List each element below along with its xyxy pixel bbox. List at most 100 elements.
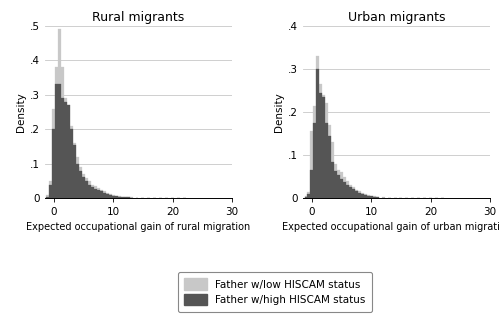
Bar <box>373 197 376 198</box>
Bar <box>118 197 120 198</box>
Bar <box>358 193 361 198</box>
Bar <box>46 195 50 198</box>
Bar <box>91 187 94 198</box>
Bar <box>100 190 103 198</box>
Bar <box>50 185 52 198</box>
Bar <box>334 171 337 198</box>
Bar <box>316 69 320 198</box>
Bar <box>316 56 320 198</box>
Bar <box>331 162 334 198</box>
Bar <box>68 105 70 198</box>
Title: Rural migrants: Rural migrants <box>92 12 184 24</box>
Bar <box>376 197 378 198</box>
Bar <box>326 103 328 198</box>
Bar <box>79 171 82 198</box>
Bar <box>314 106 316 198</box>
Bar <box>349 187 352 198</box>
Bar <box>103 191 106 198</box>
Bar <box>82 174 85 198</box>
Bar <box>130 197 132 198</box>
Bar <box>352 189 355 198</box>
Bar <box>304 196 308 198</box>
Bar <box>326 123 328 198</box>
Bar <box>373 196 376 198</box>
Bar <box>310 170 314 198</box>
Bar <box>124 197 126 198</box>
Bar <box>52 129 56 198</box>
Bar <box>337 170 340 198</box>
Bar <box>97 188 100 198</box>
Bar <box>76 157 79 198</box>
Bar <box>320 92 322 198</box>
Bar <box>304 197 308 198</box>
Bar <box>103 193 106 198</box>
Bar <box>334 164 337 198</box>
Bar <box>394 197 396 198</box>
Bar <box>56 84 58 198</box>
Bar <box>367 195 370 198</box>
Bar <box>100 191 103 198</box>
Bar <box>56 67 58 198</box>
Bar <box>58 29 61 198</box>
Bar <box>109 195 112 198</box>
Bar <box>68 105 70 198</box>
Bar <box>62 98 64 198</box>
Bar <box>73 145 76 198</box>
Y-axis label: Density: Density <box>274 92 284 132</box>
Bar <box>112 196 114 198</box>
Bar <box>70 129 73 198</box>
X-axis label: Expected occupational gain of urban migration: Expected occupational gain of urban migr… <box>282 221 500 232</box>
Bar <box>337 175 340 198</box>
Bar <box>314 123 316 198</box>
Bar <box>94 189 97 198</box>
Bar <box>64 98 68 198</box>
Bar <box>124 197 126 198</box>
Bar <box>364 194 367 198</box>
Bar <box>109 194 112 198</box>
Bar <box>328 136 331 198</box>
Bar <box>322 95 326 198</box>
Bar <box>126 197 130 198</box>
Bar <box>331 142 334 198</box>
Bar <box>340 172 343 198</box>
Bar <box>370 196 373 198</box>
Bar <box>114 196 117 198</box>
Bar <box>73 143 76 198</box>
Bar <box>355 191 358 198</box>
Bar <box>62 67 64 198</box>
Bar <box>118 196 120 198</box>
Bar <box>88 185 91 198</box>
Bar <box>112 195 114 198</box>
Bar <box>340 179 343 198</box>
Bar <box>97 190 100 198</box>
Bar <box>352 187 355 198</box>
Bar <box>308 194 310 198</box>
Bar <box>308 192 310 198</box>
Bar <box>346 181 349 198</box>
Bar <box>376 197 378 198</box>
Bar <box>106 194 109 198</box>
Bar <box>52 108 56 198</box>
Bar <box>358 191 361 198</box>
Bar <box>346 185 349 198</box>
Bar <box>343 182 346 198</box>
Bar <box>349 185 352 198</box>
Bar <box>91 185 94 198</box>
X-axis label: Expected occupational gain of rural migration: Expected occupational gain of rural migr… <box>26 221 250 232</box>
Bar <box>76 164 79 198</box>
Bar <box>120 197 124 198</box>
Title: Urban migrants: Urban migrants <box>348 12 446 24</box>
Bar <box>310 132 314 198</box>
Bar <box>320 84 322 198</box>
Bar <box>85 178 88 198</box>
Bar <box>367 196 370 198</box>
Bar <box>64 102 68 198</box>
Bar <box>79 167 82 198</box>
Bar <box>388 197 390 198</box>
Y-axis label: Density: Density <box>16 92 26 132</box>
Bar <box>88 181 91 198</box>
Bar <box>50 181 52 198</box>
Bar <box>85 181 88 198</box>
Bar <box>364 195 367 198</box>
Bar <box>106 193 109 198</box>
